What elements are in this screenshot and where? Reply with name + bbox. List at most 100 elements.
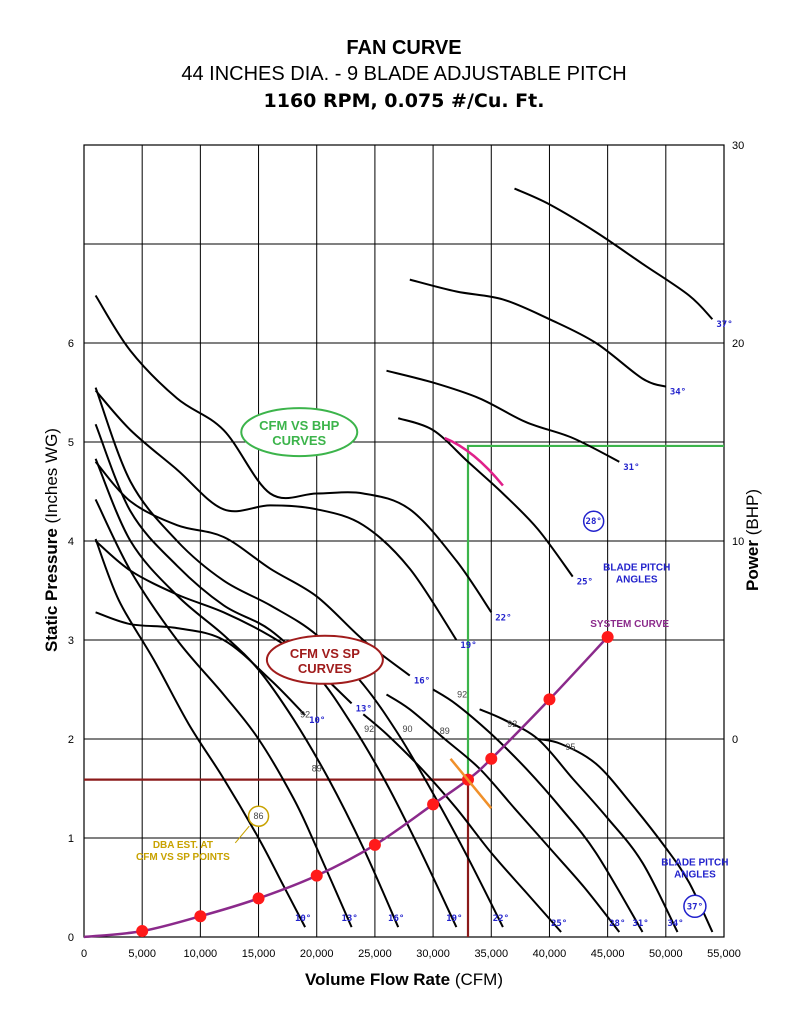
system-curve-point (601, 631, 614, 644)
sp-curve-line (94, 498, 353, 928)
y2-axis-label-main: Power (743, 540, 762, 591)
bhp-curve-label: 22° (495, 613, 511, 623)
curve-labels: 10° 13° 16° 19° 22° 25° 31° 34° 37° 10° 13° 16° 19° 2… (295, 320, 733, 929)
bhp-curve-line (397, 417, 574, 578)
x-tick-label: 15,000 (242, 948, 276, 960)
sp-curve-line (94, 538, 306, 928)
x-axis-label: Volume Flow Rate (CFM) (305, 970, 503, 989)
bhp-curve-line (94, 461, 411, 677)
y-tick-label: 0 (68, 932, 74, 944)
plot-frame (83, 144, 725, 938)
x-tick-label: 20,000 (300, 948, 334, 960)
y2-tick-label: 0 (732, 734, 738, 746)
bhp-curve-line (386, 369, 620, 463)
x-tick-label: 50,000 (649, 948, 683, 960)
sp-curve-label: 16° (388, 914, 404, 924)
bhp-curve-label: 37° (716, 320, 732, 330)
bhp-box-ellipse (240, 407, 359, 458)
y2-tick-label: 30 (732, 140, 744, 152)
bhp-box-label-1: CFM VS BHP (259, 418, 340, 433)
sp-curve-label: 28° (609, 919, 625, 929)
bhp-box-label-2: CURVES (272, 433, 326, 448)
y-axis-label-main: Static Pressure (42, 528, 61, 652)
bhp-curve-label: 10° (309, 716, 325, 726)
sp-curve-label: 10° (295, 914, 311, 924)
y-tick-label: 5 (68, 437, 74, 449)
y-axis-label: Static Pressure (Inches WG) (42, 428, 61, 652)
system-curve-point (136, 925, 149, 938)
blade-pitch-top-circle-label: 28° (586, 517, 602, 527)
dba-label: 92 (300, 709, 310, 719)
blade-pitch-bottom-circle (683, 894, 707, 919)
sp-curve-label: 13° (342, 914, 358, 924)
operating-guides (84, 444, 724, 937)
blade-pitch-top-label-2: ANGLES (616, 575, 658, 586)
dba-label: 92 (457, 689, 467, 699)
bhp-curve-line (94, 294, 493, 613)
sp-curve-line (94, 387, 504, 928)
bhp-curve-label: 31° (623, 463, 639, 473)
sp-curve-label: 25° (551, 919, 567, 929)
dba-label: 95 (565, 742, 575, 752)
system-curve-point (252, 892, 265, 905)
system-curve-point (543, 693, 556, 706)
chart-title: FAN CURVE (346, 37, 461, 59)
x-tick-label: 10,000 (184, 948, 218, 960)
y-axis-label-unit: (Inches WG) (42, 428, 61, 523)
sp-curve-label: 34° (667, 919, 683, 929)
y-tick-label: 3 (68, 635, 74, 647)
system-curve-point (427, 798, 440, 811)
y2-axis-label: Power (BHP) (743, 489, 762, 591)
sp-operating-marker (449, 758, 493, 810)
sp-curve-label: 19° (446, 914, 462, 924)
dba-note-label-1: DBA EST. AT (153, 840, 213, 851)
x-tick-label: 45,000 (591, 948, 625, 960)
sp-curve-line (385, 693, 621, 933)
system-curve-label: SYSTEM CURVE (590, 619, 669, 630)
y2-axis-label-unit: (BHP) (743, 489, 762, 535)
sp-curve-line (362, 713, 562, 933)
bhp-curve-line (95, 611, 306, 716)
blade-pitch-bottom-circle-label: 37° (687, 902, 703, 912)
y2-tick-label: 20 (732, 338, 744, 350)
system-curve-point (368, 838, 381, 851)
y-tick-label: 1 (68, 833, 74, 845)
x-tick-label: 0 (81, 948, 87, 960)
sp-curve-line (432, 688, 644, 933)
y-tick-label: 2 (68, 734, 74, 746)
system-curve-point (310, 869, 323, 882)
x-tick-label: 25,000 (358, 948, 392, 960)
dba-label: 92 (364, 724, 374, 734)
sp-curve-label: 31° (632, 919, 648, 929)
sp-curve-line (94, 458, 400, 928)
x-tick-label: 55,000 (707, 948, 741, 960)
sp-box-label-1: CFM VS SP (290, 646, 360, 661)
dba-label: 90 (402, 724, 412, 734)
bhp-operating-guide (466, 444, 724, 780)
y2-tick-label: 10 (732, 536, 744, 548)
x-tick-label: 35,000 (474, 948, 508, 960)
bhp-curve-line (409, 278, 667, 388)
dba-label: 89 (312, 764, 322, 774)
dba-circle (247, 805, 270, 827)
dba-note-label-2: CFM VS SP POINTS (136, 852, 230, 863)
bhp-curve-label: 16° (414, 677, 430, 687)
sp-box-ellipse (265, 634, 384, 685)
system-curve-point (194, 910, 207, 923)
blade-pitch-top-label-1: BLADE PITCH (603, 563, 670, 574)
system-curve-line (83, 636, 609, 939)
sp-box-label-2: CURVES (298, 661, 352, 676)
x-tick-label: 40,000 (533, 948, 567, 960)
x-tick-label: 30,000 (416, 948, 450, 960)
x-tick-label: 5,000 (128, 948, 156, 960)
dba-label: 92 (507, 719, 517, 729)
bhp-operating-marker (444, 436, 504, 487)
axis-ticks: 0 5,000 10,000 15,000 20,000 25,000 30,000 35,0… (68, 140, 744, 960)
dba-circle-label: 86 (254, 811, 264, 821)
grid-lines (83, 144, 725, 938)
system-curve-group (83, 631, 614, 939)
bhp-curve-label: 34° (670, 388, 686, 398)
bhp-curve-line (514, 187, 714, 320)
